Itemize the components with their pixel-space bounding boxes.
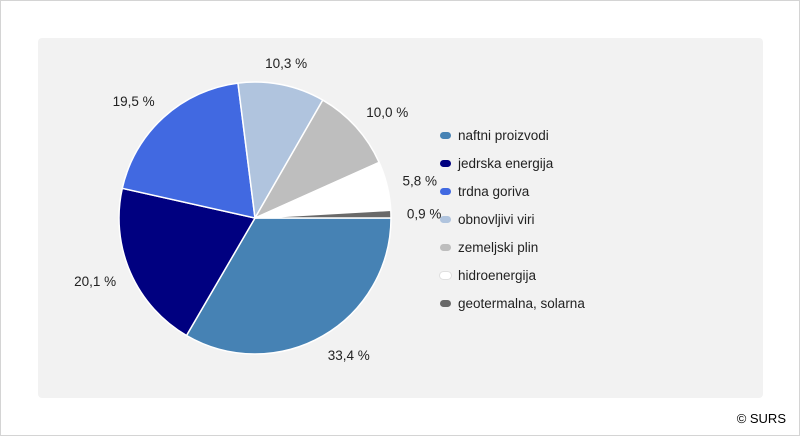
legend-label: naftni proizvodi: [458, 127, 549, 143]
legend-item-zemeljski-plin[interactable]: zemeljski plin: [440, 233, 585, 261]
legend-swatch: [440, 215, 451, 223]
legend-item-jedrska-energija[interactable]: jedrska energija: [440, 149, 585, 177]
pie-slice-geotermalna-solarna[interactable]: [254, 209, 392, 219]
legend-label: obnovljivi viri: [458, 211, 535, 227]
legend-item-trdna-goriva[interactable]: trdna goriva: [440, 177, 585, 205]
pie-slice-trdna-goriva[interactable]: [121, 82, 256, 219]
copyright-notice: © SURS: [736, 411, 786, 426]
pie-slice-obnovljivi-viri[interactable]: [237, 81, 324, 219]
legend-label: zemeljski plin: [458, 239, 539, 255]
data-label-trdna-goriva: 19,5 %: [113, 94, 155, 109]
chart-legend: naftni proizvodi jedrska energija trdna go…: [440, 121, 585, 317]
legend-swatch: [440, 187, 451, 195]
legend-swatch: [440, 299, 451, 307]
pie-slice-zemeljski-plin[interactable]: [254, 99, 380, 219]
legend-label: geotermalna, solarna: [458, 295, 585, 311]
legend-label: jedrska energija: [458, 155, 554, 171]
legend-swatch: [440, 271, 451, 279]
legend-item-obnovljivi-viri[interactable]: obnovljivi viri: [440, 205, 585, 233]
legend-item-geotermalna-solarna[interactable]: geotermalna, solarna: [440, 289, 585, 317]
legend-item-naftni-proizvodi[interactable]: naftni proizvodi: [440, 121, 585, 149]
legend-label: trdna goriva: [458, 183, 530, 199]
pie-slice-jedrska-energija[interactable]: [118, 187, 256, 337]
data-label-geotermalna-solarna: 0,9 %: [407, 207, 442, 222]
data-label-zemeljski-plin: 10,0 %: [366, 105, 408, 120]
data-label-obnovljivi-viri: 10,3 %: [265, 56, 307, 71]
legend-swatch: [440, 243, 451, 251]
data-label-hidroenergija: 5,8 %: [403, 174, 438, 189]
legend-item-hidroenergija[interactable]: hidroenergija: [440, 261, 585, 289]
pie-slice-naftni-proizvodi[interactable]: [185, 217, 392, 355]
legend-label: hidroenergija: [458, 267, 537, 283]
data-label-jedrska-energija: 20,1 %: [74, 274, 116, 289]
legend-swatch: [440, 159, 451, 167]
data-label-naftni-proizvodi: 33,4 %: [328, 348, 370, 363]
legend-swatch: [440, 131, 451, 139]
